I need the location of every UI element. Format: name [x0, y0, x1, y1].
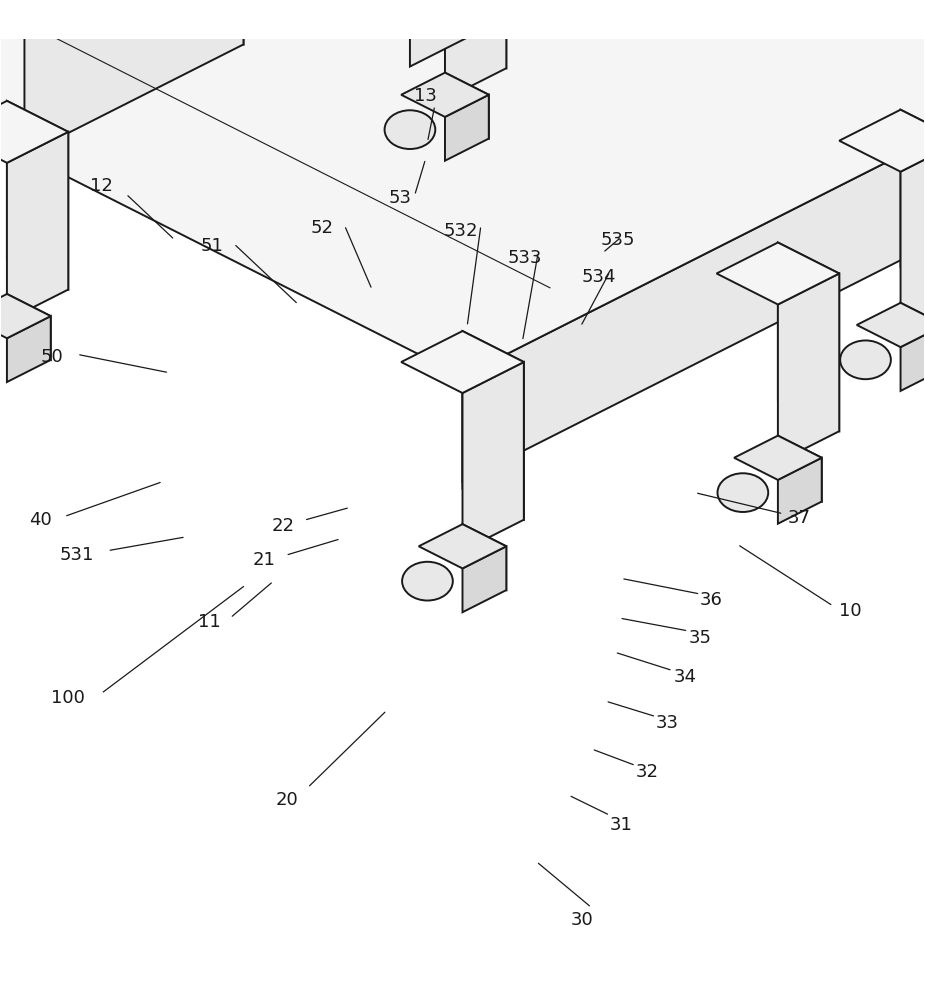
- Text: 20: 20: [276, 791, 299, 809]
- Polygon shape: [6, 316, 51, 382]
- Polygon shape: [6, 294, 51, 360]
- Text: 33: 33: [656, 714, 679, 732]
- Polygon shape: [0, 0, 925, 376]
- Text: 51: 51: [200, 237, 223, 255]
- Text: 31: 31: [610, 816, 633, 834]
- Polygon shape: [462, 331, 524, 520]
- Text: 50: 50: [41, 348, 64, 366]
- Polygon shape: [901, 325, 925, 391]
- Polygon shape: [462, 546, 506, 612]
- Polygon shape: [0, 0, 243, 44]
- Polygon shape: [778, 458, 821, 524]
- Polygon shape: [462, 362, 524, 551]
- Text: 535: 535: [600, 231, 635, 249]
- Text: 533: 533: [508, 249, 542, 267]
- Polygon shape: [901, 141, 925, 329]
- Polygon shape: [901, 303, 925, 369]
- Polygon shape: [901, 110, 925, 298]
- Polygon shape: [717, 243, 839, 304]
- Polygon shape: [401, 73, 488, 117]
- Text: 21: 21: [253, 551, 276, 569]
- Polygon shape: [401, 331, 524, 393]
- Polygon shape: [0, 101, 68, 163]
- Text: 531: 531: [60, 546, 94, 564]
- Text: 11: 11: [198, 613, 220, 631]
- Text: 13: 13: [414, 87, 437, 105]
- Text: 36: 36: [700, 591, 723, 609]
- Text: 37: 37: [787, 509, 810, 527]
- Ellipse shape: [840, 340, 891, 379]
- Text: 52: 52: [311, 219, 334, 237]
- Polygon shape: [445, 95, 488, 161]
- Polygon shape: [410, 0, 498, 67]
- Text: 34: 34: [674, 668, 697, 686]
- Text: 32: 32: [635, 763, 659, 781]
- Polygon shape: [778, 243, 839, 431]
- Text: 30: 30: [571, 911, 594, 929]
- Text: 35: 35: [689, 629, 712, 647]
- Polygon shape: [462, 524, 506, 590]
- Polygon shape: [734, 436, 821, 480]
- Polygon shape: [445, 0, 506, 68]
- Polygon shape: [857, 303, 925, 347]
- Ellipse shape: [385, 110, 436, 149]
- Polygon shape: [6, 101, 68, 290]
- Text: 53: 53: [388, 189, 412, 207]
- Text: 100: 100: [51, 689, 85, 707]
- Polygon shape: [445, 0, 506, 99]
- Text: 22: 22: [271, 517, 294, 535]
- Ellipse shape: [402, 562, 453, 601]
- Polygon shape: [419, 524, 506, 568]
- Polygon shape: [0, 294, 51, 338]
- Polygon shape: [24, 0, 243, 155]
- Text: 534: 534: [582, 268, 616, 286]
- Polygon shape: [6, 132, 68, 321]
- Polygon shape: [410, 0, 498, 22]
- Polygon shape: [778, 436, 821, 502]
- Text: 532: 532: [443, 222, 478, 240]
- Polygon shape: [778, 274, 839, 462]
- Polygon shape: [462, 0, 925, 127]
- Polygon shape: [839, 110, 925, 172]
- Text: 10: 10: [839, 602, 861, 620]
- Ellipse shape: [718, 473, 769, 512]
- Polygon shape: [901, 0, 925, 22]
- Text: 12: 12: [90, 177, 113, 195]
- Polygon shape: [445, 73, 488, 139]
- Text: 40: 40: [29, 511, 52, 529]
- Polygon shape: [462, 22, 925, 482]
